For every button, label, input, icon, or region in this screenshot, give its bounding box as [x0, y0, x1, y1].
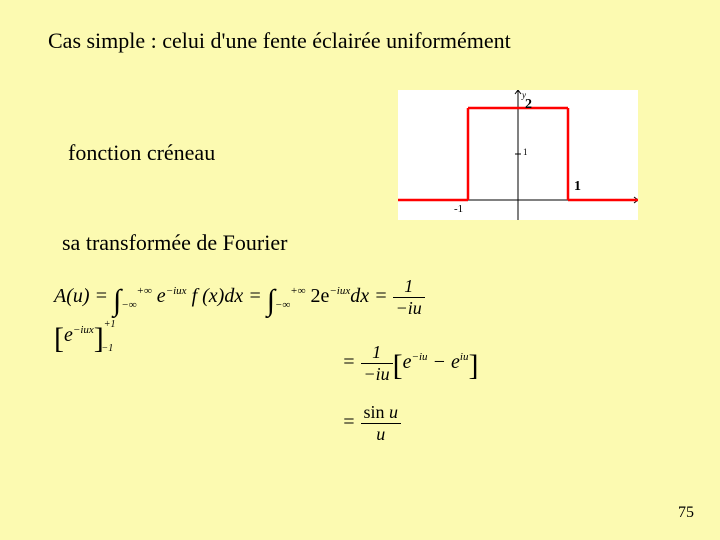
integral-2: ∫ [267, 284, 275, 317]
int2-low: −∞ [275, 299, 290, 311]
term-exp: −iux [73, 324, 94, 336]
integrand1-exp: −iux [166, 285, 187, 297]
frac3-den: u [361, 424, 402, 445]
minus: − [428, 351, 452, 373]
integrand2-dx: dx [350, 285, 369, 307]
equation-line-3: = sin u u [342, 402, 401, 445]
int1-high: +∞ [137, 285, 152, 297]
frac-3: sin u u [361, 402, 402, 445]
integrand1-rest: f (x)dx [187, 285, 244, 307]
label-1: 1 [574, 179, 581, 194]
eq-sign-2: = [374, 285, 393, 307]
frac2-num: 1 [361, 342, 393, 364]
frac2-den: −iu [361, 364, 393, 385]
label-2: 2 [525, 97, 532, 112]
frac-2: 1 −iu [361, 342, 393, 385]
term1-e: e [403, 351, 412, 373]
eq-sign-1: = [248, 285, 267, 307]
integrand2-2e: 2e [310, 285, 329, 307]
term-e: e [64, 324, 73, 346]
rect-function-graph: 2 y 1 1 -1 [398, 90, 638, 220]
label-y: y [521, 90, 526, 100]
lhs: A(u) = [54, 285, 113, 307]
integrand1-e: e [157, 285, 166, 307]
frac-1: 1 −iu [393, 276, 425, 319]
page-number: 75 [678, 504, 694, 522]
equation-line-2: = 1 −iu [e−iu − eiu] [342, 342, 478, 385]
bracket-open-2: [ [393, 349, 403, 382]
bracket-close-2: ] [468, 349, 478, 382]
slide-title: Cas simple : celui d'une fente éclairée … [48, 28, 511, 54]
frac3-num: sin u [361, 402, 402, 424]
term1-exp: −iu [412, 351, 428, 363]
label-fourier: sa transformée de Fourier [62, 230, 287, 256]
lim-low-1: −1 [102, 343, 114, 354]
integrand2-exp: −iux [329, 285, 350, 297]
bracket-open-1: [ [54, 322, 64, 355]
eq-sign-3: = [342, 351, 361, 373]
frac1-den: −iu [393, 298, 425, 319]
label-creneau: fonction créneau [68, 140, 215, 166]
graph-svg: 2 y 1 1 -1 [398, 90, 638, 220]
int1-low: −∞ [121, 299, 136, 311]
eq-sign-4: = [342, 411, 361, 433]
int2-high: +∞ [290, 285, 305, 297]
lim-high-1: +1 [104, 319, 116, 330]
label-neg1: -1 [454, 203, 463, 215]
frac1-num: 1 [393, 276, 425, 298]
term2-e: e [451, 351, 460, 373]
label-tick-1: 1 [523, 147, 528, 157]
